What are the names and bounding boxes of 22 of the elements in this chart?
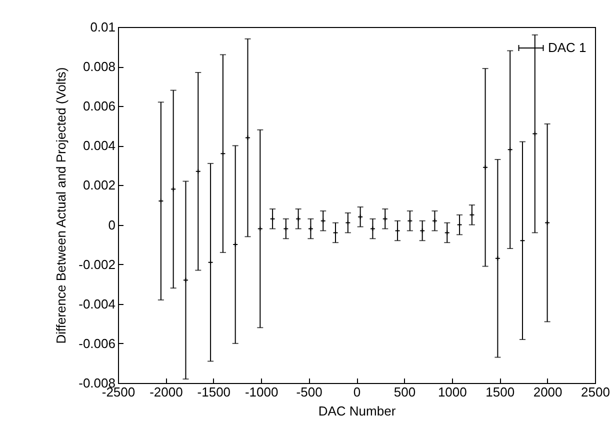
y-tick-label: 0.002: [82, 178, 116, 193]
x-tick-label: 500: [394, 384, 416, 400]
x-tick-label: 1000: [438, 384, 467, 400]
x-tick-label: 1500: [486, 384, 515, 400]
y-tick-label: 0.01: [90, 20, 116, 34]
x-tick-label: -2000: [150, 384, 183, 400]
y-tick-label: 0.006: [82, 98, 116, 114]
legend-label: DAC 1: [548, 40, 586, 55]
y-tick-label: 0.004: [82, 138, 116, 154]
x-axis-title: DAC Number: [318, 404, 396, 418]
x-tick-label: 2500: [581, 384, 610, 400]
x-tick-label: -500: [296, 384, 322, 400]
x-tick-label: 2000: [533, 384, 562, 400]
y-tick-label: 0: [108, 217, 116, 232]
x-tick-label: -1000: [244, 384, 278, 400]
y-tick-label: 0.008: [82, 59, 116, 74]
x-tick-label: -1500: [197, 384, 231, 400]
y-tick-label: -0.002: [78, 256, 116, 272]
y-axis-title: Difference Between Actual and Projected (Volts): [54, 67, 69, 344]
y-tick-label: -0.004: [78, 296, 116, 312]
y-tick-label: -0.006: [78, 336, 116, 351]
x-tick-label: 0: [353, 384, 361, 400]
